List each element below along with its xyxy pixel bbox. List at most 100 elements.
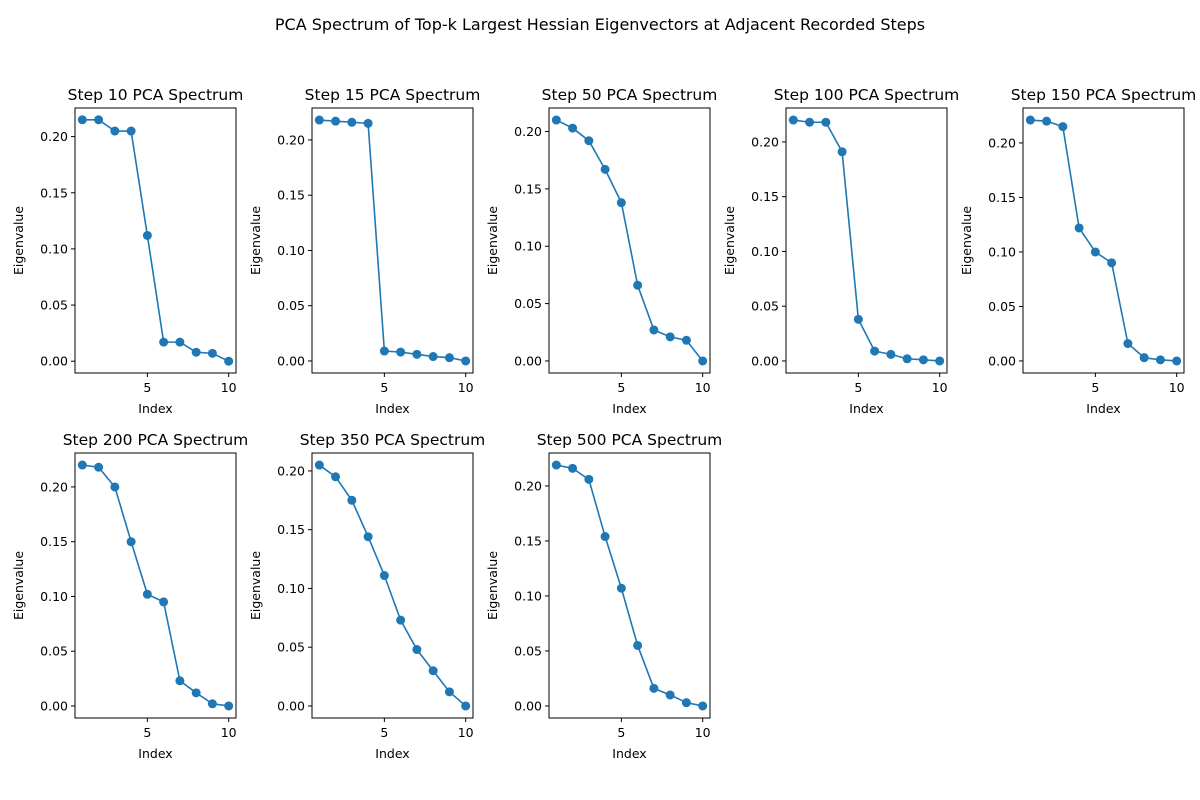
subplot-8: Step 500 PCA Spectrum 0.00 0.05 0.10 0.15 0.2… xyxy=(485,431,722,761)
data-point xyxy=(77,115,87,125)
x-axis-label: Index xyxy=(375,746,409,761)
axes-frame xyxy=(74,452,237,719)
y-tick-label: 0.05 xyxy=(277,640,305,655)
data-point xyxy=(396,347,406,357)
y-tick-label: 0.20 xyxy=(751,134,779,149)
y-tick-label: 0.05 xyxy=(514,643,542,658)
data-point xyxy=(461,356,471,366)
data-point xyxy=(633,640,643,650)
data-point xyxy=(853,314,863,324)
data-point xyxy=(551,115,561,125)
y-tick-label: 0.10 xyxy=(277,243,305,258)
y-axis-label: Eigenvalue xyxy=(485,206,500,275)
y-tick-label: 0.05 xyxy=(277,298,305,313)
x-axis-label: Index xyxy=(612,746,646,761)
subplot-title: Step 150 PCA Spectrum xyxy=(1011,86,1197,104)
data-point xyxy=(616,583,626,593)
y-tick-label: 0.05 xyxy=(40,298,68,313)
x-tick-label: 10 xyxy=(221,380,237,395)
y-tick-label: 0.20 xyxy=(277,463,305,478)
data-point xyxy=(412,645,422,655)
data-point xyxy=(1155,355,1165,365)
x-tick-label: 5 xyxy=(143,380,151,395)
subplot-title: Step 15 PCA Spectrum xyxy=(305,86,481,104)
data-point xyxy=(616,198,626,208)
axes-frame xyxy=(74,107,237,374)
data-point xyxy=(1074,223,1084,233)
x-tick-label: 10 xyxy=(221,725,237,740)
subplot-7: Step 350 PCA Spectrum 0.00 0.05 0.10 0.15 0.2… xyxy=(248,431,485,761)
data-point xyxy=(568,123,578,133)
subplot-title: Step 10 PCA Spectrum xyxy=(68,86,244,104)
y-axis-label: Eigenvalue xyxy=(248,551,263,620)
data-point xyxy=(159,597,169,607)
data-point xyxy=(331,116,341,126)
data-point xyxy=(584,474,594,484)
subplot-4: Step 100 PCA Spectrum 0.00 0.05 0.10 0.15 0.2… xyxy=(722,86,959,416)
data-point xyxy=(207,699,217,709)
data-point xyxy=(918,355,928,365)
data-point xyxy=(347,495,357,505)
y-tick-label: 0.15 xyxy=(40,185,68,200)
data-point xyxy=(396,615,406,625)
x-tick-label: 10 xyxy=(458,380,474,395)
data-point xyxy=(1123,339,1133,349)
data-point xyxy=(649,683,659,693)
data-point xyxy=(1025,115,1035,125)
data-point xyxy=(649,325,659,335)
y-tick-label: 0.15 xyxy=(277,522,305,537)
data-point xyxy=(788,115,798,125)
subplot-3: Step 50 PCA Spectrum 0.00 0.05 0.10 0.15 0.20… xyxy=(485,86,717,416)
x-axis-label: Index xyxy=(138,746,172,761)
subplot-title: Step 500 PCA Spectrum xyxy=(537,431,723,449)
y-axis-label: Eigenvalue xyxy=(722,206,737,275)
data-point xyxy=(314,460,324,470)
data-point xyxy=(207,348,217,358)
data-point xyxy=(1058,122,1068,132)
data-point xyxy=(681,335,691,345)
data-point xyxy=(444,353,454,363)
y-tick-label: 0.10 xyxy=(751,244,779,259)
data-point xyxy=(444,687,454,697)
x-tick-label: 5 xyxy=(617,380,625,395)
subplot-title: Step 350 PCA Spectrum xyxy=(300,431,486,449)
data-point xyxy=(94,462,104,472)
y-tick-label: 0.15 xyxy=(514,533,542,548)
x-tick-label: 10 xyxy=(1169,380,1185,395)
data-point xyxy=(870,346,880,356)
x-axis-label: Index xyxy=(1086,401,1120,416)
y-tick-label: 0.10 xyxy=(40,241,68,256)
data-point xyxy=(191,347,201,357)
data-point xyxy=(698,356,708,366)
data-point xyxy=(805,117,815,127)
data-point xyxy=(224,356,234,366)
data-point xyxy=(379,346,389,356)
data-point xyxy=(698,701,708,711)
data-point xyxy=(110,482,120,492)
data-point xyxy=(142,589,152,599)
data-point xyxy=(126,537,136,547)
x-tick-label: 10 xyxy=(932,380,948,395)
series-line xyxy=(793,119,940,362)
axes-frame xyxy=(548,452,711,719)
y-tick-label: 0.15 xyxy=(514,181,542,196)
figure-title: PCA Spectrum of Top-k Largest Hessian Ei… xyxy=(275,15,925,34)
y-tick-label: 0.00 xyxy=(988,353,1016,368)
x-tick-label: 5 xyxy=(380,380,388,395)
axes-frame xyxy=(548,107,711,374)
y-tick-label: 0.10 xyxy=(40,589,68,604)
axes-frame xyxy=(785,107,948,374)
y-tick-label: 0.10 xyxy=(514,588,542,603)
x-tick-label: 10 xyxy=(695,380,711,395)
series-line xyxy=(556,464,703,707)
data-point xyxy=(665,332,675,342)
data-point xyxy=(600,164,610,174)
data-point xyxy=(314,115,324,125)
data-point xyxy=(837,147,847,157)
data-point xyxy=(142,230,152,240)
y-tick-label: 0.10 xyxy=(514,239,542,254)
subplot-6: Step 200 PCA Spectrum 0.00 0.05 0.10 0.15 0.2… xyxy=(11,431,248,761)
data-point xyxy=(681,698,691,708)
data-point xyxy=(159,337,169,347)
x-tick-label: 5 xyxy=(143,725,151,740)
